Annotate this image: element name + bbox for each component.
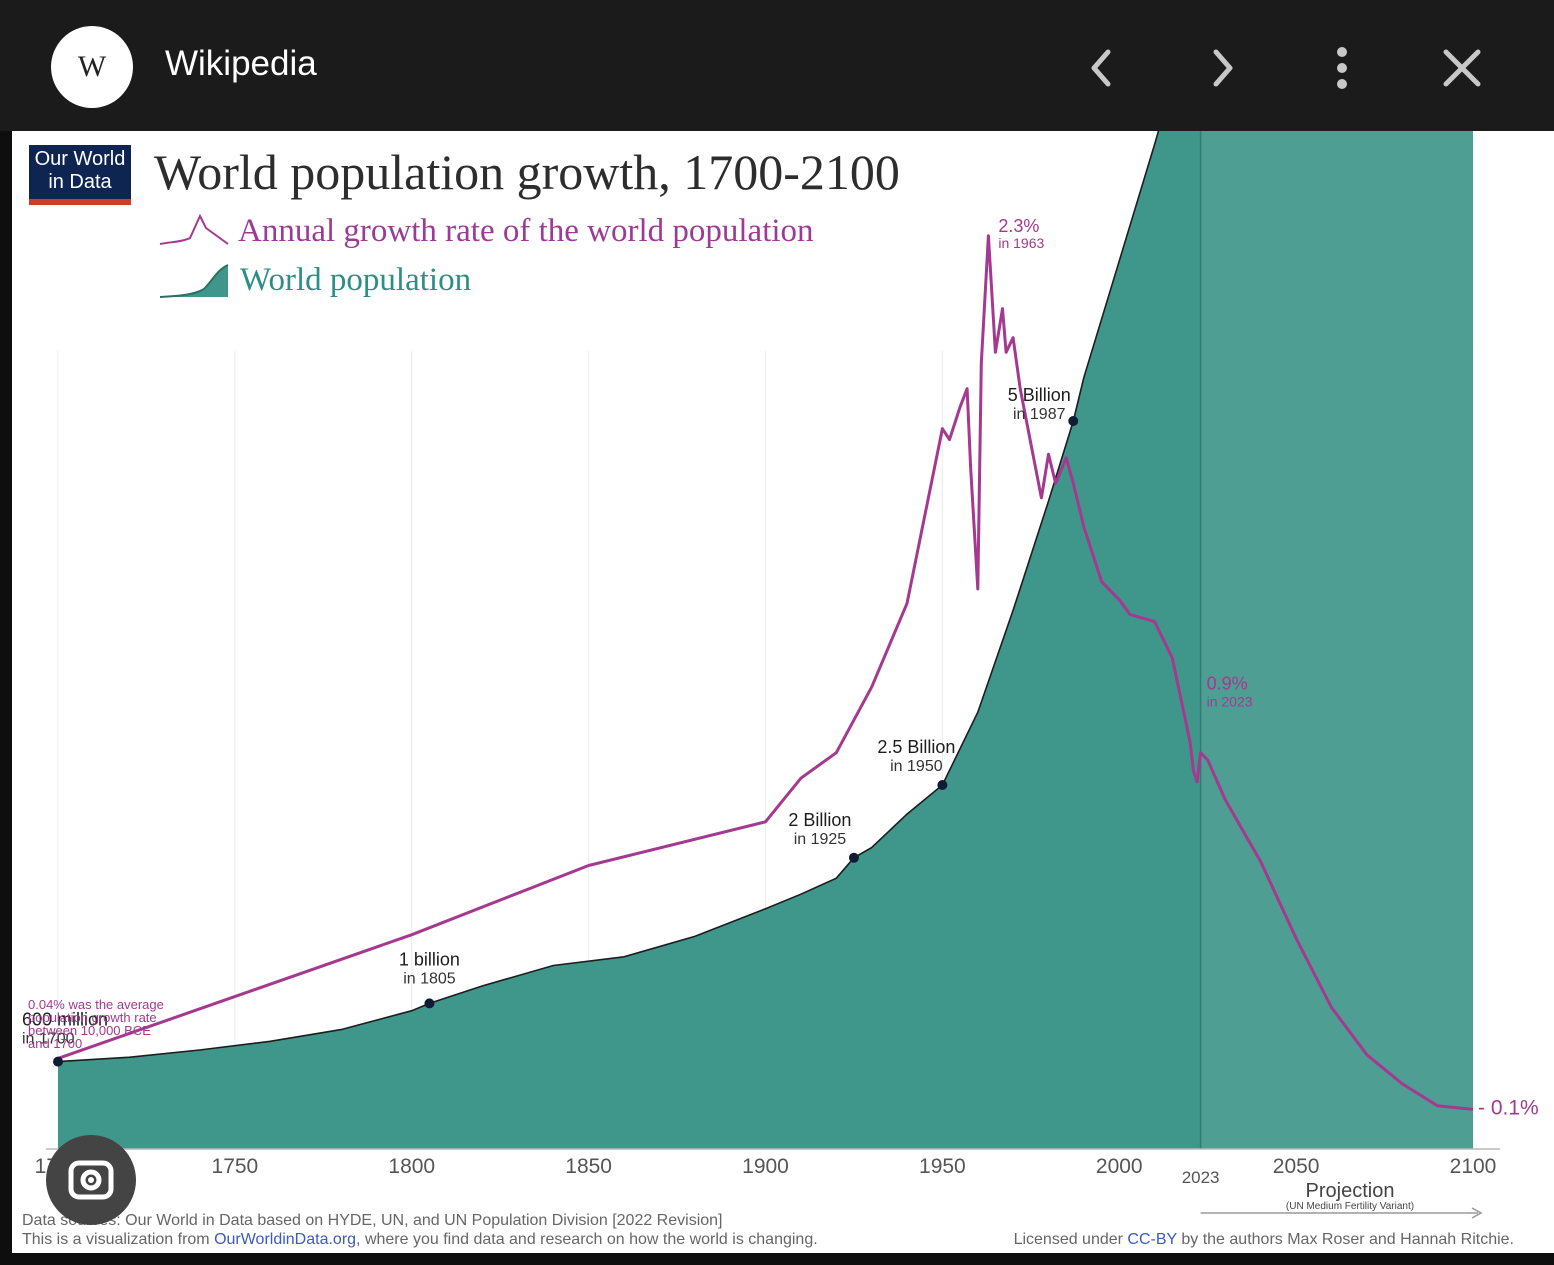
rate-peak-label: 2.3% [998, 216, 1039, 236]
close-button[interactable] [1430, 36, 1494, 100]
rate-note-line-3: and 1700 [28, 1036, 82, 1051]
footer-sources: Data sources: Our World in Data based on… [22, 1212, 722, 1229]
rate-2023-sub: in 2023 [1207, 693, 1253, 709]
population-milestone-dot-3 [937, 780, 948, 790]
population-milestone-sub-2: in 1925 [794, 831, 847, 848]
camera-search-icon [68, 1160, 114, 1200]
legend-population: World population [240, 262, 472, 298]
footer-viz-link: OurWorldinData.org [214, 1231, 356, 1248]
wikipedia-logo[interactable]: W [51, 26, 133, 108]
population-milestone-label-3: 2.5 Billion [877, 737, 955, 757]
population-milestone-dot-1 [424, 998, 435, 1009]
projection-sublabel: (UN Medium Fertility Variant) [1286, 1201, 1414, 1212]
chevron-right-icon [1213, 49, 1233, 87]
projection-label: Projection [1306, 1180, 1395, 1202]
footer-license-prefix: Licensed under [1014, 1231, 1128, 1248]
population-milestone-label-1: 1 billion [399, 949, 460, 969]
x-tick-label-3: 1850 [565, 1155, 612, 1178]
growth-rate-line [57, 234, 1474, 1111]
population-chart: 1700175018001850190019502000205021002023… [22, 131, 1539, 1248]
more-vertical-icon [1337, 47, 1347, 89]
population-milestone-dot-0 [53, 1056, 63, 1067]
rate-peak-sub: in 1963 [998, 235, 1044, 251]
x-tick-label-7: 2050 [1273, 1155, 1320, 1178]
rate-note-line-1: population growth rate [28, 1010, 157, 1025]
population-area [58, 131, 1473, 1149]
population-milestone-dot-4 [1068, 416, 1079, 426]
footer-viz-suffix: , where you find data and research on ho… [356, 1231, 818, 1248]
population-milestone-label-0: 600 million [22, 1010, 108, 1030]
x-tick-label-2: 1800 [388, 1155, 435, 1178]
logo-letter: W [77, 50, 107, 83]
population-milestone-sub-3: in 1950 [890, 758, 943, 775]
population-milestone-sub-1: in 1805 [403, 970, 456, 987]
population-milestone-label-4: 5 Billion [1008, 385, 1071, 405]
population-milestone-sub-0: in 1700 [22, 1031, 75, 1048]
population-milestone-sub-4: in 1987 [1013, 406, 1066, 423]
close-icon [1443, 49, 1481, 87]
projection-area [1200, 131, 1473, 1149]
x-tick-label-1: 1750 [212, 1155, 259, 1178]
forward-button[interactable] [1190, 36, 1254, 100]
rate-note-line-0: 0.04% was the average [28, 997, 164, 1012]
x-tick-label-8: 2100 [1450, 1155, 1497, 1178]
projection-start-label: 2023 [1182, 1168, 1220, 1187]
rate-note-line-2: between 10,000 BCE [28, 1023, 151, 1038]
owid-logo-line2: in Data [48, 171, 112, 193]
growth-rate-legend-icon [159, 214, 229, 245]
legend-growth-rate: Annual growth rate of the world populati… [238, 213, 814, 249]
owid-logo-line1: Our World [34, 148, 126, 170]
projection-arrow-head [1471, 1207, 1483, 1219]
x-tick-label-4: 1900 [742, 1155, 789, 1178]
chart-card: Our World in Data World population growt… [12, 131, 1554, 1253]
footer-visualization: This is a visualization from OurWorldinD… [22, 1231, 818, 1248]
owid-logo: Our World in Data [29, 145, 131, 205]
app-title: Wikipedia [165, 44, 317, 83]
back-button[interactable] [1070, 36, 1134, 100]
chevron-left-icon [1091, 49, 1111, 87]
population-legend-icon [159, 264, 229, 298]
population-milestone-dot-2 [848, 852, 859, 863]
footer-viz-prefix: This is a visualization from [22, 1231, 214, 1248]
x-tick-label-5: 1950 [919, 1155, 966, 1178]
chart-title: World population growth, 1700-2100 [154, 144, 900, 200]
rate-end-label: - 0.1% [1478, 1096, 1539, 1119]
footer-license-suffix: by the authors Max Roser and Hannah Ritc… [1177, 1231, 1514, 1248]
more-options-button[interactable] [1310, 36, 1374, 100]
footer-license: Licensed under CC-BY by the authors Max … [1014, 1231, 1514, 1248]
lens-button[interactable] [46, 1135, 136, 1225]
rate-2023-label: 0.9% [1207, 673, 1248, 693]
x-tick-label-6: 2000 [1096, 1155, 1143, 1178]
population-milestone-label-2: 2 Billion [788, 810, 851, 830]
top-bar: W Wikipedia [0, 0, 1554, 131]
footer-license-link: CC-BY [1127, 1231, 1177, 1248]
